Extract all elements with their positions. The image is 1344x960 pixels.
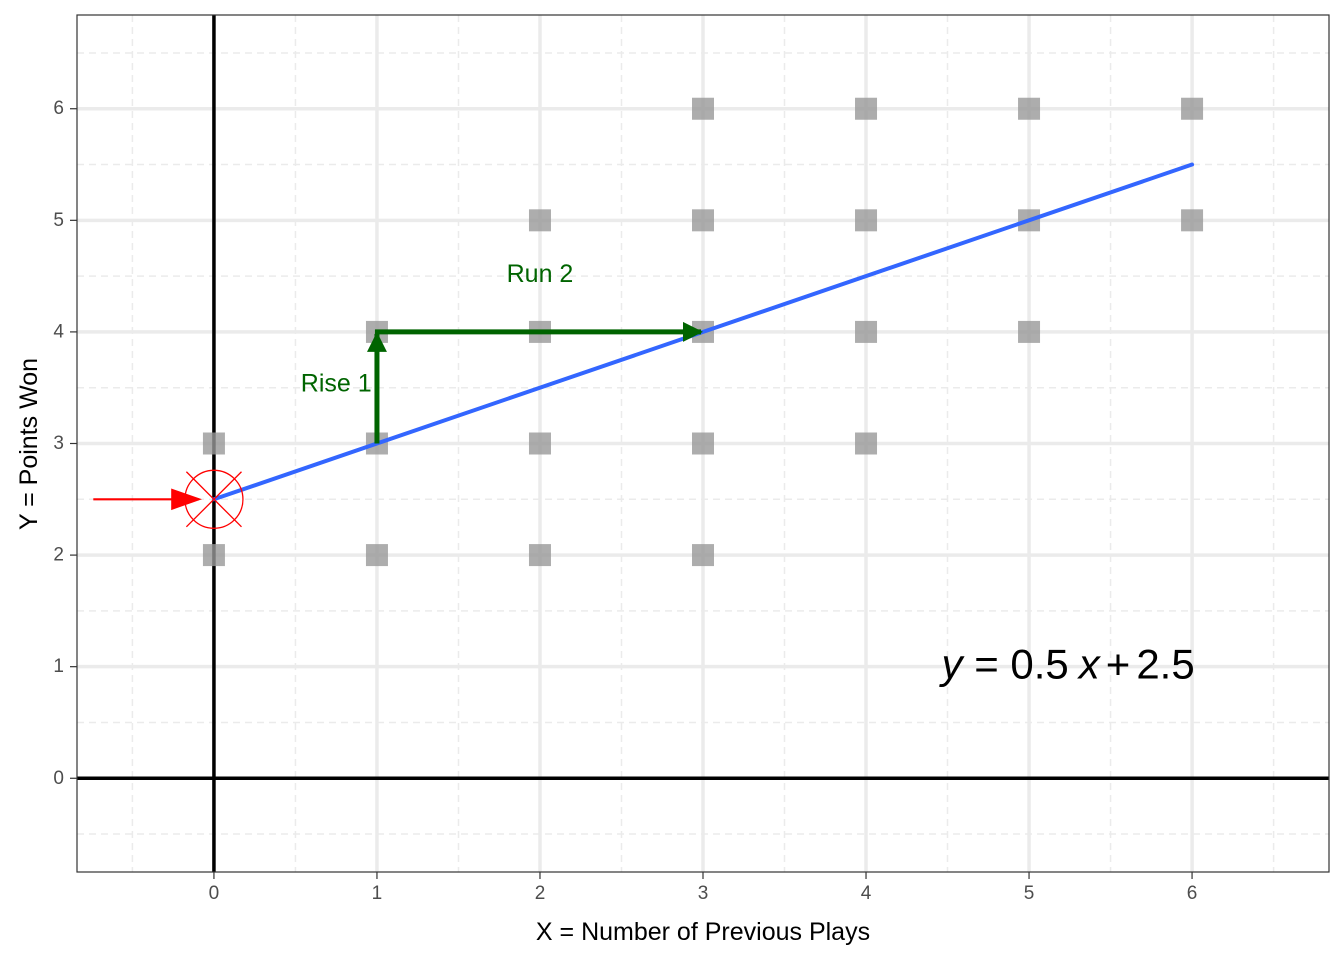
slope-annotations: Rise 1 Run 2 [301,260,703,444]
data-point [855,320,878,343]
x-tick-label: 3 [698,883,709,904]
y-axis-title: Y = Points Won [15,358,43,530]
y-tick-label: 3 [53,433,64,454]
equation-plus: + [1106,640,1131,687]
intercept-cross-line [185,471,242,528]
y-axis-ticks: 0 1 2 3 4 5 6 [53,98,77,789]
data-point [528,544,551,567]
data-point [1018,320,1041,343]
y-tick-label: 0 [53,768,64,789]
x-tick-label: 2 [535,883,546,904]
data-point [202,544,225,567]
data-point [1181,97,1204,120]
data-point [855,432,878,455]
equation-coefficient: 0.5 [1010,640,1068,687]
y-tick-label: 5 [53,210,64,231]
x-tick-label: 5 [1024,883,1035,904]
data-point [855,97,878,120]
x-axis-title: X = Number of Previous Plays [536,918,870,946]
equation-constant: 2.5 [1136,640,1194,687]
data-point [1018,97,1041,120]
y-tick-label: 4 [53,321,64,342]
equation-lhs-var: y [939,640,966,687]
data-point [528,209,551,232]
y-tick-label: 2 [53,545,64,566]
x-tick-label: 1 [372,883,383,904]
regression-equation: y = 0.5 x +2.5 [939,640,1195,687]
data-point [692,97,714,120]
data-point [1181,209,1204,232]
intercept-marker-group [93,469,244,529]
equation-equals: = [963,640,1011,687]
data-point [692,209,714,232]
data-point [365,544,388,567]
rise-label: Rise 1 [301,370,372,398]
data-point [202,432,225,455]
y-tick-label: 6 [53,98,64,119]
data-point [692,432,714,455]
x-tick-label: 6 [1187,883,1198,904]
data-point [855,209,878,232]
x-tick-label: 4 [861,883,872,904]
data-point [528,432,551,455]
x-axis-ticks: 0 1 2 3 4 5 6 [209,872,1198,904]
y-tick-label: 1 [53,656,64,677]
x-tick-label: 0 [209,883,220,904]
equation-rhs-var: x [1077,640,1102,687]
data-point [692,544,714,567]
run-label: Run 2 [507,260,574,288]
